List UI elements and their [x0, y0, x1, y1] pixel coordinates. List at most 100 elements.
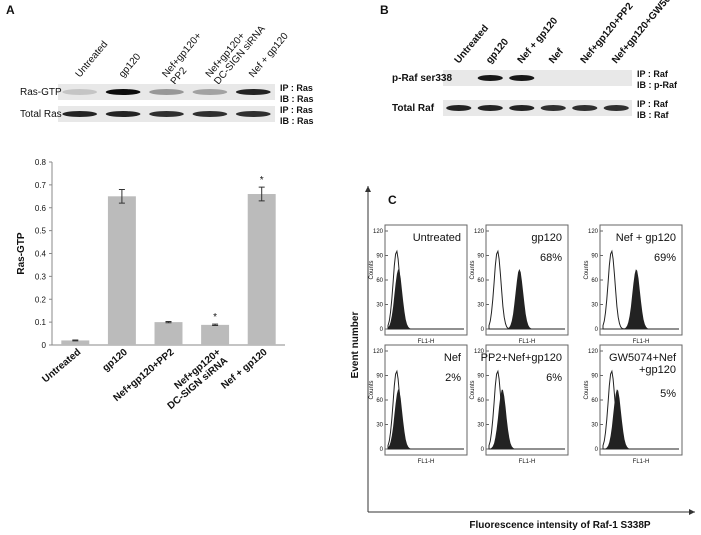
error-bar [165, 320, 172, 324]
panel-x-label: FL1-H [418, 459, 435, 465]
histogram-outline [387, 249, 464, 330]
lane-label: Nef+gp120+PP2 [579, 1, 636, 66]
panel-y-label: Counts [369, 380, 375, 399]
panel-y-label: Counts [470, 260, 476, 279]
panel-title: GW5074+Nef +gp120 [609, 352, 677, 376]
y-tick-label: 120 [474, 229, 485, 235]
x-axis-label: Fluorescence intensity of Raf-1 S338P [469, 520, 651, 531]
flow-panel: 0 30 60 90 120 Counts FL1-H Untreated [369, 224, 468, 345]
lane-label: gp120 [117, 51, 144, 80]
blot-band [149, 89, 184, 95]
blot-band [540, 105, 566, 111]
bar [107, 196, 136, 345]
significance: * [213, 312, 217, 323]
blot-strip [58, 84, 275, 100]
panel-y-label: Counts [369, 260, 375, 279]
y-tick-label: 0.5 [35, 227, 47, 236]
y-tick-label: 0 [380, 327, 384, 333]
y-tick-label: 90 [591, 254, 598, 260]
panel-x-label: FL1-H [633, 339, 650, 345]
panel-label: B [380, 3, 389, 17]
y-tick-label: 120 [373, 229, 384, 235]
panel-title: Untreated [413, 232, 461, 244]
panel-x-label: FL1-H [418, 339, 435, 345]
ip-label: IP : Raf [637, 99, 669, 109]
y-tick-label: 60 [376, 278, 383, 284]
significance: * [260, 175, 264, 186]
error-bar [212, 323, 219, 327]
y-tick-label: 0 [481, 327, 485, 333]
flow-panel: 0 30 60 90 120 Counts FL1-H GW5074+Nef +gp120 5% [584, 344, 683, 465]
blot-band [446, 105, 472, 111]
blot-band [192, 89, 228, 95]
y-tick-label: 120 [588, 229, 599, 235]
blot-band [509, 75, 535, 81]
flow-panel: 0 30 60 90 120 Counts FL1-H Nef + gp120 69% [584, 224, 683, 345]
y-tick-label: 0 [595, 327, 599, 333]
y-tick-label: 30 [376, 423, 383, 429]
ib-label: IB : p-Raf [637, 80, 678, 90]
y-tick-label: 0 [42, 341, 47, 350]
y-tick-label: 0.4 [35, 250, 47, 259]
blot-band [572, 105, 598, 111]
y-tick-label: 120 [373, 349, 384, 355]
flow-panel: 0 30 60 90 120 Counts FL1-H gp120 68% [470, 224, 569, 345]
y-tick-label: 60 [477, 398, 484, 404]
y-tick-label: 90 [477, 254, 484, 260]
bar [247, 194, 276, 345]
y-tick-label: 0.1 [35, 318, 47, 327]
panel-title: Nef + gp120 [616, 232, 676, 244]
histogram-outline [602, 249, 679, 330]
y-tick-label: 90 [591, 374, 598, 380]
ib-label: IB : Raf [637, 110, 670, 120]
percent-label: 68% [540, 252, 562, 264]
ib-label: IB : Ras [280, 94, 314, 104]
bar [154, 322, 183, 345]
histogram-outline [488, 249, 565, 330]
error-bar [72, 339, 79, 342]
y-tick-label: 30 [591, 423, 598, 429]
panel-y-label: Counts [470, 380, 476, 399]
panel-x-label: FL1-H [633, 459, 650, 465]
blot-strip [443, 100, 632, 116]
panel-x-label: FL1-H [519, 339, 536, 345]
blot-band [603, 105, 629, 111]
lane-label: Nef [547, 46, 566, 66]
blot-band [62, 111, 98, 117]
percent-label: 5% [660, 388, 676, 400]
percent-label: 2% [445, 372, 461, 384]
y-tick-label: 60 [477, 278, 484, 284]
panel-title: PP2+Nef+gp120 [481, 352, 562, 364]
histogram-fill [388, 269, 464, 329]
y-tick-label: 60 [591, 398, 598, 404]
bar [61, 340, 90, 345]
ip-label: IP : Ras [280, 105, 313, 115]
lane-label: Nef+gp120+PP2 [160, 31, 212, 87]
row-label: p-Raf ser338 [392, 73, 452, 84]
y-tick-label: 0 [380, 447, 384, 453]
blot-band [105, 89, 141, 95]
histogram-fill [603, 389, 679, 449]
row-label: Total Raf [392, 103, 435, 114]
y-axis-label: Ras-GTP [16, 232, 27, 275]
y-tick-label: 0 [595, 447, 599, 453]
panel-y-label: Counts [584, 260, 590, 279]
blot-band [509, 105, 535, 111]
y-tick-label: 90 [376, 254, 383, 260]
lane-label: Untreated [74, 39, 111, 80]
histogram-outline [488, 369, 565, 450]
flow-frame [485, 224, 569, 336]
row-label: Ras-GTP [20, 87, 62, 98]
y-tick-label: 120 [588, 349, 599, 355]
histogram-outline [387, 369, 464, 450]
blot-band [477, 105, 503, 111]
x-tick-label: Untreated [40, 347, 83, 385]
y-tick-label: 0.7 [35, 181, 47, 190]
y-tick-label: 120 [474, 349, 485, 355]
error-bar [118, 188, 125, 204]
error-bar [258, 186, 265, 202]
blot-band [149, 111, 184, 117]
flow-panel: 0 30 60 90 120 Counts FL1-H Nef 2% [369, 344, 468, 465]
histogram-fill [603, 269, 679, 329]
